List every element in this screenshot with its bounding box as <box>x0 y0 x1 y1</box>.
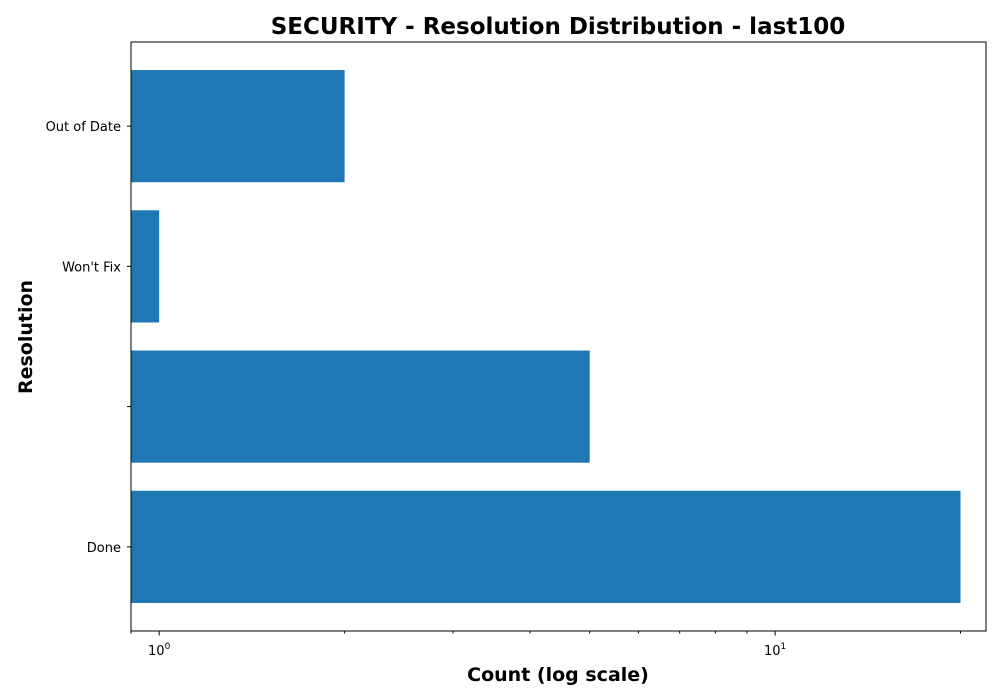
bar-2 <box>131 210 160 323</box>
chart-title: SECURITY - Resolution Distribution - las… <box>271 14 846 40</box>
y-axis-label: Resolution <box>15 280 37 394</box>
y-tick-label-2: Won't Fix <box>62 260 121 275</box>
bar-3 <box>131 70 345 183</box>
y-axis-ticks: Done Won't Fix Out of Date <box>46 120 131 556</box>
x-axis-label: Count (log scale) <box>467 664 649 686</box>
bars-group <box>131 70 961 603</box>
plot-area-frame <box>130 41 987 632</box>
x-tick-label-0: 100 <box>148 642 171 659</box>
x-axis-ticks: 100 101 <box>130 631 962 659</box>
x-tick-label-1: 101 <box>764 642 786 659</box>
y-tick-label-3: Out of Date <box>46 120 121 135</box>
y-tick-label-0: Done <box>87 541 121 556</box>
bar-1 <box>131 350 590 463</box>
bar-0 <box>131 490 961 603</box>
